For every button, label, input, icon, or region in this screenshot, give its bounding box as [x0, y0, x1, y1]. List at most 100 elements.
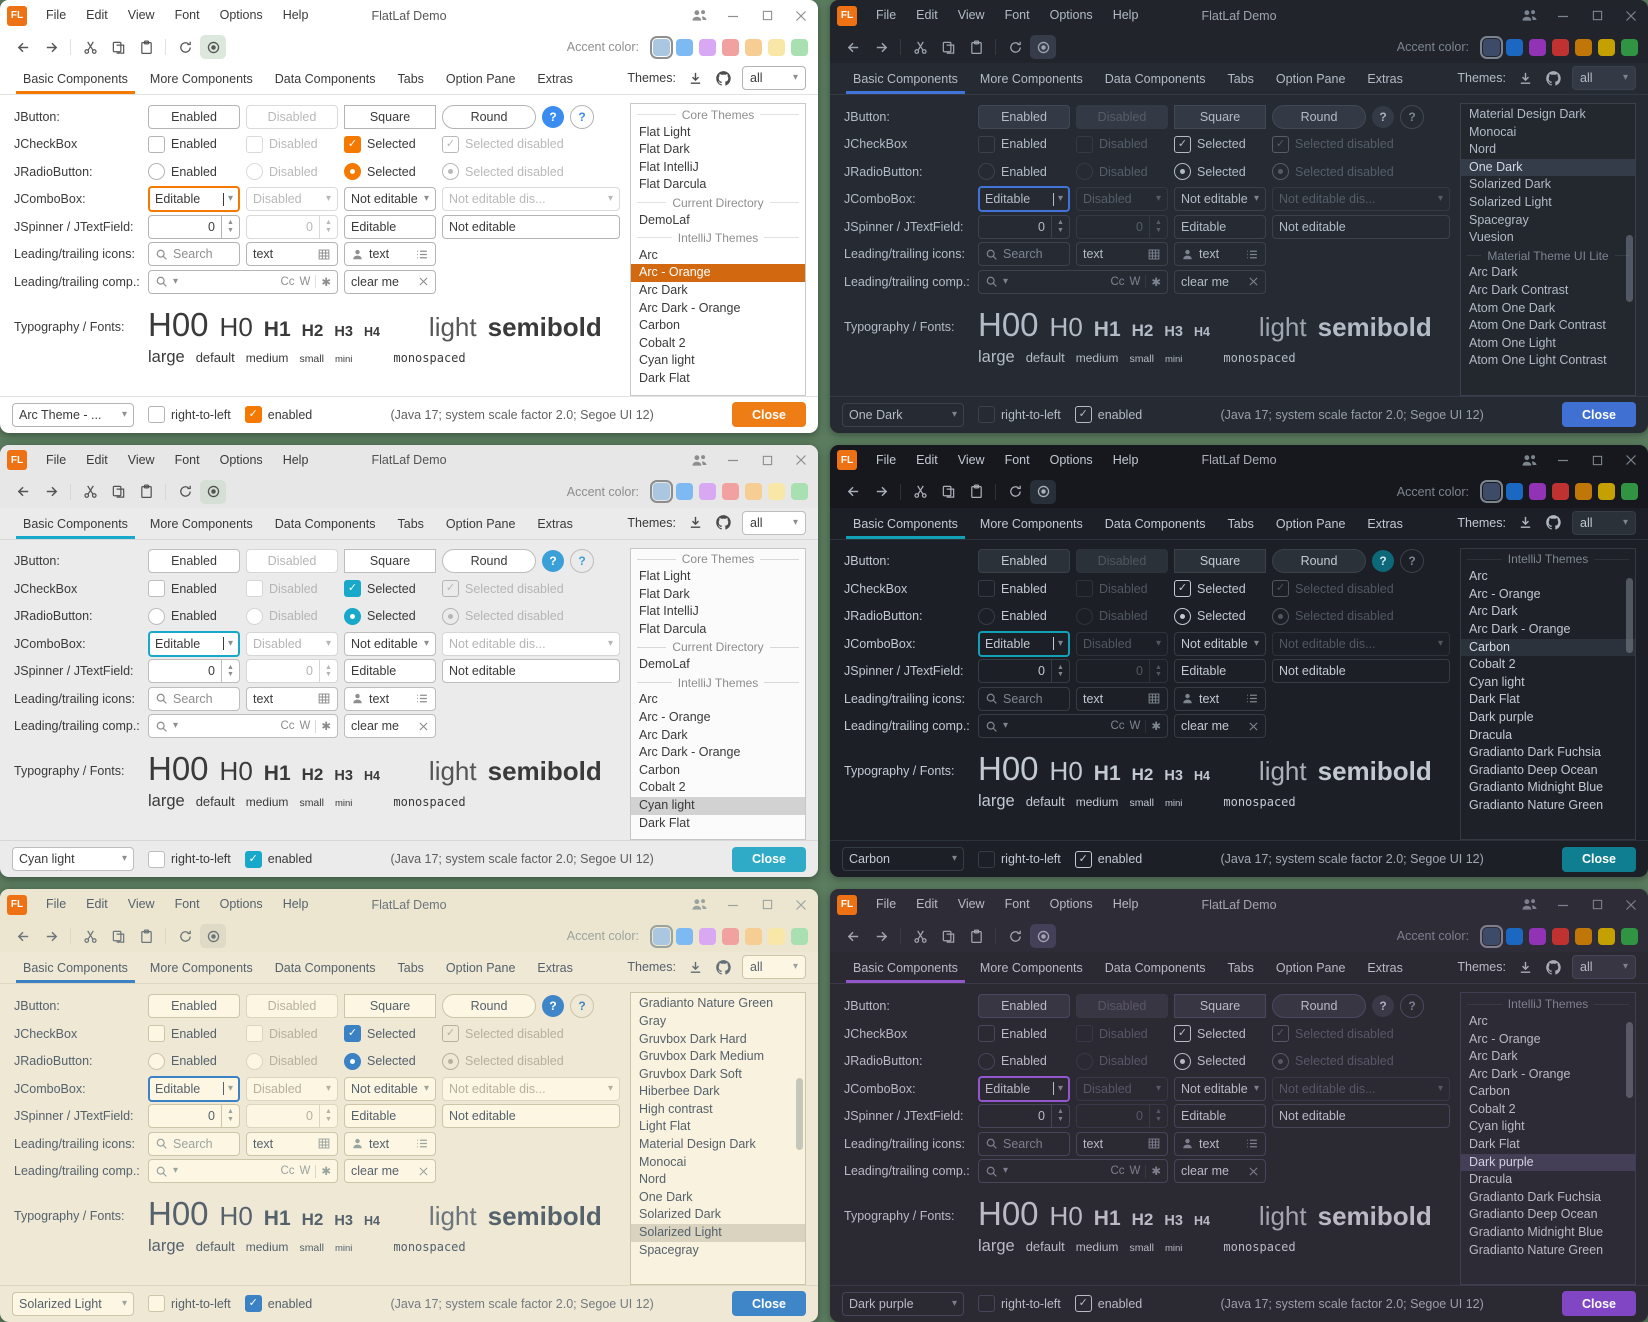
theme-list-item[interactable]: Arc Dark: [1469, 1049, 1518, 1064]
combobox-editable[interactable]: Editable ▾: [978, 1075, 1070, 1102]
accent-swatch[interactable]: [791, 483, 808, 501]
button-round[interactable]: Round: [1272, 994, 1366, 1019]
theme-combobox[interactable]: Dark purple ▾: [842, 1291, 964, 1316]
textfield-editable[interactable]: Editable: [1174, 659, 1266, 684]
theme-list-item[interactable]: Monocai: [1469, 124, 1517, 139]
accent-swatch-selected[interactable]: [650, 35, 673, 59]
radio-enabled[interactable]: Enabled: [148, 163, 240, 181]
theme-list-item[interactable]: Flat Dark: [639, 142, 690, 157]
minimize-button[interactable]: [1546, 889, 1580, 920]
theme-filter-combobox[interactable]: all ▾: [1572, 955, 1636, 980]
enabled-checkbox[interactable]: ✓ enabled: [244, 1295, 312, 1313]
theme-list-item[interactable]: Arc: [1469, 1013, 1488, 1028]
github-icon[interactable]: [714, 69, 732, 87]
forward-icon[interactable]: [38, 35, 64, 59]
tab-extras[interactable]: Extras: [537, 516, 573, 531]
users-icon[interactable]: [682, 445, 716, 476]
menu-item-view[interactable]: View: [127, 8, 155, 22]
theme-list-item[interactable]: Gruvbox Dark Soft: [639, 1066, 742, 1081]
radio-enabled[interactable]: Enabled: [148, 607, 240, 625]
accent-swatch[interactable]: [1575, 927, 1592, 945]
close-window-button[interactable]: [1614, 0, 1648, 31]
theme-list-item-selected[interactable]: Carbon: [1461, 638, 1635, 657]
accent-swatch[interactable]: [745, 38, 762, 56]
copy-icon[interactable]: [935, 35, 961, 59]
theme-filter-combobox[interactable]: all ▾: [742, 66, 806, 90]
download-icon[interactable]: [686, 958, 704, 976]
checkbox-selected[interactable]: ✓ Selected: [1174, 135, 1266, 153]
radio-enabled[interactable]: Enabled: [978, 607, 1070, 625]
combobox-not-editable[interactable]: Not editable ▾: [344, 1076, 436, 1101]
textfield-not-editable[interactable]: Not editable: [442, 659, 620, 684]
text-input-person[interactable]: text: [344, 1131, 436, 1156]
theme-list-item[interactable]: Flat Light: [639, 124, 691, 139]
accent-swatch[interactable]: [1529, 927, 1546, 945]
help-outline-button[interactable]: ?: [570, 994, 594, 1019]
theme-list-item-selected[interactable]: One Dark: [1461, 158, 1635, 177]
forward-icon[interactable]: [38, 924, 64, 948]
textfield-editable[interactable]: Editable: [344, 1104, 436, 1129]
theme-list-item[interactable]: Arc Dark: [1469, 265, 1518, 280]
theme-list-item[interactable]: Arc: [1469, 569, 1488, 584]
show-hidden-toggle-icon[interactable]: [1030, 924, 1056, 949]
refresh-icon[interactable]: [1002, 480, 1028, 504]
textfield-not-editable[interactable]: Not editable: [442, 214, 620, 239]
refresh-icon[interactable]: [1002, 35, 1028, 59]
button-enabled[interactable]: Enabled: [148, 994, 240, 1019]
menu-item-edit[interactable]: Edit: [86, 452, 108, 467]
spinner[interactable]: 0 ▲ ▼: [978, 1104, 1070, 1129]
theme-list-item[interactable]: Gradianto Nature Green: [1469, 797, 1604, 812]
close-button[interactable]: Close: [1562, 846, 1636, 872]
theme-list-item[interactable]: Spacegray: [1469, 212, 1529, 227]
text-input-person[interactable]: text: [344, 242, 436, 267]
show-hidden-toggle-icon[interactable]: [200, 924, 226, 949]
paste-icon[interactable]: [133, 480, 159, 504]
tab-data-components[interactable]: Data Components: [274, 961, 376, 976]
refresh-icon[interactable]: [172, 35, 198, 59]
users-icon[interactable]: [1512, 445, 1546, 476]
textfield-not-editable[interactable]: Not editable: [1272, 214, 1450, 239]
theme-list-item[interactable]: Material Design Dark: [639, 1137, 756, 1152]
github-icon[interactable]: [714, 958, 732, 976]
menu-item-font[interactable]: Font: [1004, 452, 1030, 467]
accent-swatch[interactable]: [768, 483, 785, 501]
help-button[interactable]: ?: [542, 995, 564, 1018]
right-to-left-checkbox[interactable]: right-to-left: [148, 1295, 231, 1313]
radio-enabled[interactable]: Enabled: [978, 163, 1070, 181]
accent-swatch[interactable]: [745, 927, 762, 945]
textfield-editable[interactable]: Editable: [1174, 1104, 1266, 1129]
menu-item-help[interactable]: Help: [282, 452, 309, 467]
match-case-toggle[interactable]: Cc: [1110, 1165, 1125, 1178]
tab-option-pane[interactable]: Option Pane: [445, 516, 516, 531]
paste-icon[interactable]: [133, 35, 159, 59]
tab-tabs[interactable]: Tabs: [397, 961, 424, 976]
theme-filter-combobox[interactable]: all ▾: [742, 510, 806, 535]
menu-item-view[interactable]: View: [127, 452, 155, 467]
accent-swatch[interactable]: [1575, 38, 1592, 56]
search-with-options-input[interactable]: ▾ Cc W ✱: [148, 1159, 338, 1184]
match-case-toggle[interactable]: Cc: [280, 720, 295, 733]
button-square[interactable]: Square: [344, 994, 436, 1019]
button-square[interactable]: Square: [344, 104, 436, 129]
tab-option-pane[interactable]: Option Pane: [445, 72, 516, 86]
button-square[interactable]: Square: [1174, 549, 1266, 574]
tab-option-pane[interactable]: Option Pane: [1275, 72, 1346, 86]
accent-swatch[interactable]: [1529, 38, 1546, 56]
maximize-button[interactable]: [1580, 889, 1614, 920]
theme-list-item-selected[interactable]: Solarized Light: [631, 1224, 805, 1242]
spinner[interactable]: 0 ▲ ▼: [978, 659, 1070, 684]
theme-list-item[interactable]: One Dark: [639, 1189, 693, 1204]
tab-basic-components[interactable]: Basic Components: [842, 72, 969, 94]
maximize-button[interactable]: [1580, 445, 1614, 476]
help-button[interactable]: ?: [1372, 105, 1394, 128]
button-enabled[interactable]: Enabled: [148, 104, 240, 129]
menu-item-font[interactable]: Font: [1004, 897, 1030, 912]
theme-list-item[interactable]: Carbon: [639, 762, 680, 777]
users-icon[interactable]: [682, 0, 716, 31]
textfield-not-editable[interactable]: Not editable: [1272, 659, 1450, 684]
text-input-table[interactable]: text: [1076, 242, 1168, 267]
theme-list-item[interactable]: Cobalt 2: [1469, 657, 1516, 672]
theme-list-item[interactable]: Gruvbox Dark Medium: [639, 1049, 765, 1064]
regex-toggle[interactable]: ✱: [1151, 721, 1161, 734]
help-outline-button[interactable]: ?: [1400, 549, 1424, 574]
